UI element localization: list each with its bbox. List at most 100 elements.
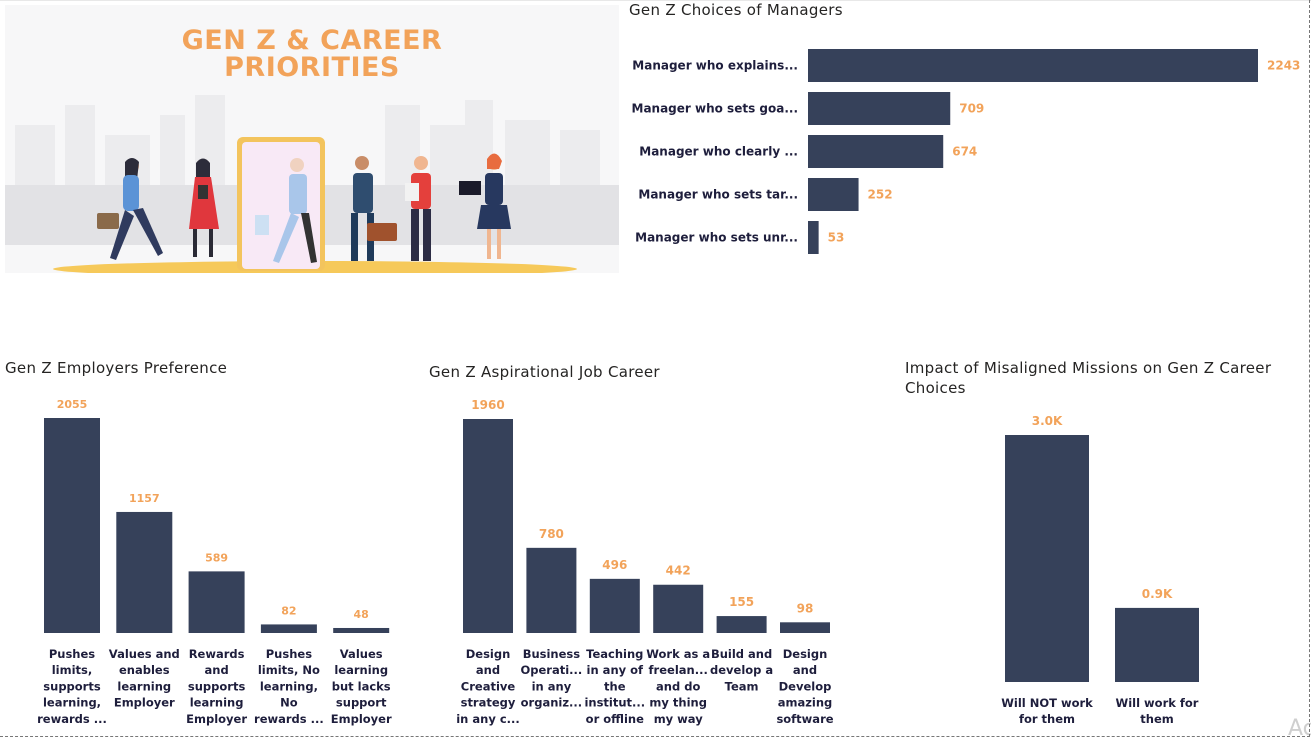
aspirational-bar bbox=[526, 547, 577, 633]
aspirational-category-label-line: freelan... bbox=[649, 663, 708, 677]
aspirational-category-label-line: institut... bbox=[584, 696, 645, 710]
aspirational-category-label-line: Operati... bbox=[521, 663, 583, 677]
aspirational-data-label: 98 bbox=[797, 601, 814, 615]
missions-data-label: 3.0K bbox=[1032, 414, 1063, 428]
aspirational-category-label-line: Design bbox=[783, 647, 828, 661]
managers-data-label: 53 bbox=[828, 231, 845, 245]
managers-data-label: 674 bbox=[952, 145, 977, 159]
aspirational-category-label-line: Build and bbox=[711, 647, 772, 661]
aspirational-category-label-line: or offline bbox=[586, 712, 644, 726]
aspirational-category-label-line: the bbox=[604, 679, 626, 693]
managers-category-label: Manager who clearly ... bbox=[639, 145, 798, 159]
aspirational-bar bbox=[653, 584, 704, 633]
aspirational-category-label-line: Team bbox=[725, 679, 759, 693]
employers-category-label-line: Rewards bbox=[189, 647, 245, 661]
employers-data-label: 48 bbox=[354, 608, 369, 621]
aspirational-category-label-line: my thing bbox=[649, 696, 707, 710]
aspirational-category-label-line: in any of bbox=[587, 663, 644, 677]
missions-category-label-line: for them bbox=[1019, 712, 1075, 726]
employers-category-label-line: but lacks bbox=[332, 679, 391, 693]
employers-category-label-line: supports bbox=[43, 679, 101, 693]
managers-bar bbox=[808, 135, 944, 168]
aspirational-category-label-line: strategy bbox=[461, 696, 516, 710]
employers-category-label-line: limits, bbox=[52, 663, 93, 677]
employers-category-label-line: learning bbox=[334, 663, 388, 677]
missions-category-label-line: Will NOT work bbox=[1001, 696, 1093, 710]
aspirational-category-label-line: Develop bbox=[779, 679, 832, 693]
managers-data-label: 252 bbox=[868, 188, 893, 202]
managers-bar bbox=[808, 49, 1258, 82]
employers-category-label-line: Values and bbox=[109, 647, 180, 661]
employers-category-label-line: Employer bbox=[186, 712, 247, 726]
aspirational-bar bbox=[463, 419, 513, 633]
aspirational-data-label: 780 bbox=[539, 527, 564, 541]
managers-data-label: 709 bbox=[959, 102, 984, 116]
aspirational-bar bbox=[589, 578, 640, 633]
aspirational-category-label-line: and do bbox=[656, 679, 700, 693]
managers-category-label: Manager who sets goa... bbox=[632, 102, 799, 116]
aspirational-bar bbox=[780, 622, 830, 633]
aspirational-data-label: 496 bbox=[602, 558, 627, 572]
aspirational-category-label-line: and bbox=[793, 663, 817, 677]
employers-category-label-line: enables bbox=[119, 663, 170, 677]
employers-chart-title: Gen Z Employers Preference bbox=[5, 359, 228, 377]
managers-chart-title: Gen Z Choices of Managers bbox=[629, 1, 843, 19]
missions-chart-title-line-1: Impact of Misaligned Missions on Gen Z C… bbox=[905, 359, 1272, 377]
employers-category-label-line: rewards ... bbox=[37, 712, 107, 726]
employers-category-label-line: learning bbox=[117, 679, 171, 693]
employers-category-label-line: learning, bbox=[260, 679, 318, 693]
employers-bar bbox=[188, 571, 245, 633]
managers-bar bbox=[808, 221, 819, 254]
aspirational-chart-title: Gen Z Aspirational Job Career bbox=[429, 363, 660, 381]
employers-category-label-line: Pushes bbox=[49, 647, 95, 661]
watermark-text: Ac bbox=[1288, 716, 1311, 741]
employers-data-label: 1157 bbox=[129, 492, 160, 505]
employers-category-label-line: supports bbox=[188, 679, 246, 693]
banner-title-line-1: GEN Z & CAREER bbox=[181, 25, 443, 56]
employers-category-label-line: support bbox=[336, 696, 387, 710]
managers-data-label: 2243 bbox=[1267, 59, 1300, 73]
aspirational-category-label-line: amazing bbox=[778, 696, 833, 710]
aspirational-category-label-line: develop a bbox=[710, 663, 773, 677]
missions-category-label-line: them bbox=[1140, 712, 1173, 726]
hero-banner: GEN Z & CAREER PRIORITIES bbox=[5, 5, 619, 273]
employers-category-label-line: Employer bbox=[331, 712, 392, 726]
employers-bar bbox=[333, 627, 390, 633]
aspirational-category-label-line: Creative bbox=[461, 679, 516, 693]
aspirational-bar bbox=[716, 616, 767, 633]
employers-category-label-line: learning bbox=[190, 696, 244, 710]
employers-category-label-line: No bbox=[280, 696, 298, 710]
aspirational-category-label-line: Design bbox=[466, 647, 511, 661]
aspirational-data-label: 1960 bbox=[471, 398, 504, 412]
aspirational-category-label-line: in any c... bbox=[456, 712, 520, 726]
missions-chart-title-line-2: Choices bbox=[905, 379, 966, 397]
employers-category-label-line: Pushes bbox=[266, 647, 312, 661]
managers-bar bbox=[808, 92, 951, 125]
aspirational-category-label-line: Business bbox=[523, 647, 581, 661]
aspirational-data-label: 155 bbox=[729, 595, 754, 609]
employers-bar bbox=[116, 511, 173, 633]
managers-bar bbox=[808, 178, 859, 211]
aspirational-data-label: 442 bbox=[666, 564, 691, 578]
employers-data-label: 589 bbox=[205, 551, 228, 564]
employers-category-label-line: rewards ... bbox=[254, 712, 324, 726]
employers-bar bbox=[44, 418, 100, 633]
office-people-illustration bbox=[5, 95, 619, 273]
employers-bar bbox=[260, 624, 317, 633]
aspirational-category-label-line: Work as a bbox=[646, 647, 710, 661]
employers-category-label-line: limits, No bbox=[258, 663, 320, 677]
missions-data-label: 0.9K bbox=[1142, 587, 1173, 601]
aspirational-category-label-line: software bbox=[776, 712, 833, 726]
aspirational-category-label-line: organiz... bbox=[521, 696, 583, 710]
banner-title-line-2: PRIORITIES bbox=[224, 52, 400, 83]
employers-category-label-line: and bbox=[205, 663, 229, 677]
employers-category-label-line: learning, bbox=[43, 696, 101, 710]
managers-category-label: Manager who explains... bbox=[632, 59, 798, 73]
employers-data-label: 2055 bbox=[57, 398, 88, 411]
managers-category-label: Manager who sets tar... bbox=[638, 188, 798, 202]
missions-category-label-line: Will work for bbox=[1116, 696, 1199, 710]
missions-bar bbox=[1115, 607, 1199, 682]
